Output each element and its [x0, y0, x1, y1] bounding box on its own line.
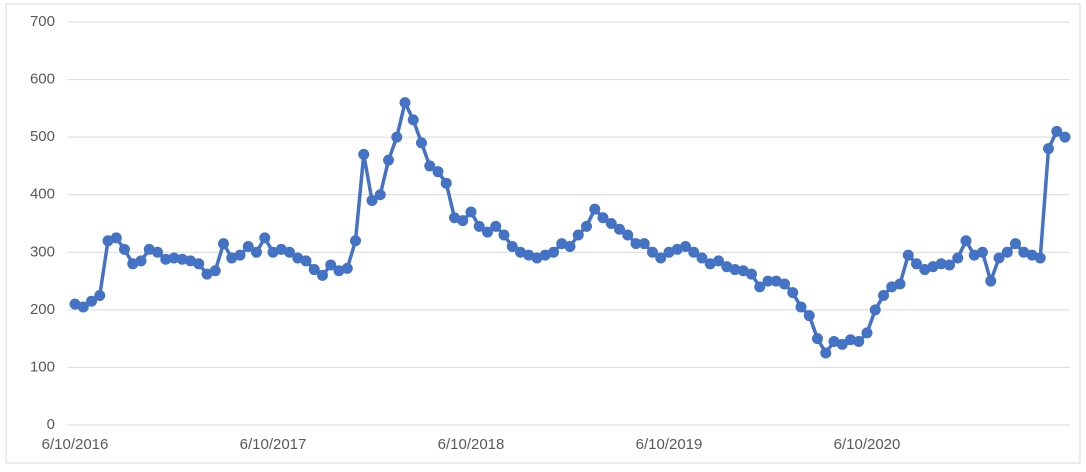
data-point — [605, 218, 617, 229]
y-tick-label: 700 — [30, 13, 55, 30]
data-point — [869, 304, 881, 316]
data-point — [234, 249, 246, 261]
data-point — [1043, 143, 1054, 155]
data-point — [259, 232, 271, 244]
data-point — [424, 160, 436, 172]
x-tick-label: 6/10/2019 — [636, 436, 703, 453]
data-point — [308, 264, 320, 276]
data-point — [457, 215, 469, 227]
data-point — [209, 265, 221, 277]
data-point — [374, 189, 386, 201]
data-point — [622, 229, 634, 241]
data-point — [688, 246, 700, 258]
data-point — [655, 252, 667, 264]
data-point — [696, 252, 708, 264]
data-point — [944, 259, 955, 271]
data-point — [589, 203, 601, 215]
data-point — [894, 278, 906, 290]
data-point — [498, 229, 510, 241]
data-point — [861, 327, 873, 339]
x-tick-label: 6/10/2018 — [438, 436, 505, 453]
data-point — [77, 301, 89, 313]
data-point — [193, 258, 205, 270]
data-point — [341, 262, 353, 274]
data-point — [812, 333, 823, 345]
data-point — [86, 295, 97, 307]
y-tick-label: 200 — [30, 301, 55, 318]
data-point — [581, 220, 592, 232]
data-point — [218, 238, 229, 250]
data-point — [135, 255, 147, 267]
data-point — [746, 268, 757, 280]
data-point — [713, 255, 724, 267]
data-point — [284, 246, 295, 258]
x-tick-label: 6/10/2017 — [240, 436, 307, 453]
data-point — [564, 241, 576, 253]
data-point — [787, 287, 799, 299]
data-point — [317, 269, 328, 281]
data-point — [597, 212, 609, 224]
data-point — [482, 226, 493, 238]
data-point — [1059, 131, 1071, 143]
data-point — [960, 235, 972, 247]
data-point — [878, 289, 889, 301]
data-point — [952, 252, 964, 264]
data-point — [242, 241, 254, 253]
data-point — [506, 241, 518, 253]
data-point — [350, 235, 361, 247]
data-point — [614, 223, 625, 235]
y-tick-label: 400 — [30, 186, 55, 203]
data-point — [1010, 238, 1021, 250]
data-point — [1051, 125, 1063, 137]
data-point — [110, 232, 122, 244]
data-point — [1001, 246, 1013, 258]
data-point — [300, 255, 312, 267]
data-point — [548, 246, 559, 258]
data-point — [985, 275, 997, 287]
data-point — [572, 229, 584, 241]
data-point — [754, 281, 766, 293]
data-point — [911, 258, 922, 270]
data-point — [407, 114, 419, 126]
y-tick-label: 300 — [30, 243, 55, 260]
data-point — [993, 252, 1005, 264]
data-point — [465, 206, 477, 218]
data-point — [94, 289, 106, 301]
data-point — [416, 137, 427, 149]
data-point — [251, 246, 262, 258]
data-point — [383, 154, 394, 166]
y-tick-label: 600 — [30, 71, 55, 88]
data-point — [902, 249, 914, 261]
chart-border — [5, 3, 1081, 464]
data-point — [820, 347, 832, 359]
data-point — [853, 336, 865, 348]
data-point — [647, 246, 658, 258]
data-point — [638, 238, 650, 250]
data-point — [325, 259, 337, 271]
data-point — [399, 97, 411, 109]
data-point — [152, 246, 163, 258]
data-point — [680, 241, 691, 253]
y-tick-label: 500 — [30, 128, 55, 145]
data-point — [440, 177, 452, 189]
y-tick-label: 100 — [30, 358, 55, 375]
data-point — [366, 194, 378, 206]
data-point — [490, 220, 502, 232]
data-point — [473, 220, 485, 232]
data-point — [432, 166, 444, 178]
x-tick-label: 6/10/2016 — [42, 436, 109, 453]
data-point — [977, 246, 988, 258]
data-point — [358, 148, 370, 160]
data-point — [779, 278, 790, 290]
data-point — [836, 338, 848, 350]
data-point — [119, 243, 130, 255]
data-point — [1034, 252, 1046, 264]
x-tick-label: 6/10/2020 — [834, 436, 901, 453]
y-tick-label: 0 — [47, 416, 55, 433]
data-point — [803, 310, 815, 322]
data-point — [795, 301, 807, 313]
data-point — [391, 131, 403, 143]
